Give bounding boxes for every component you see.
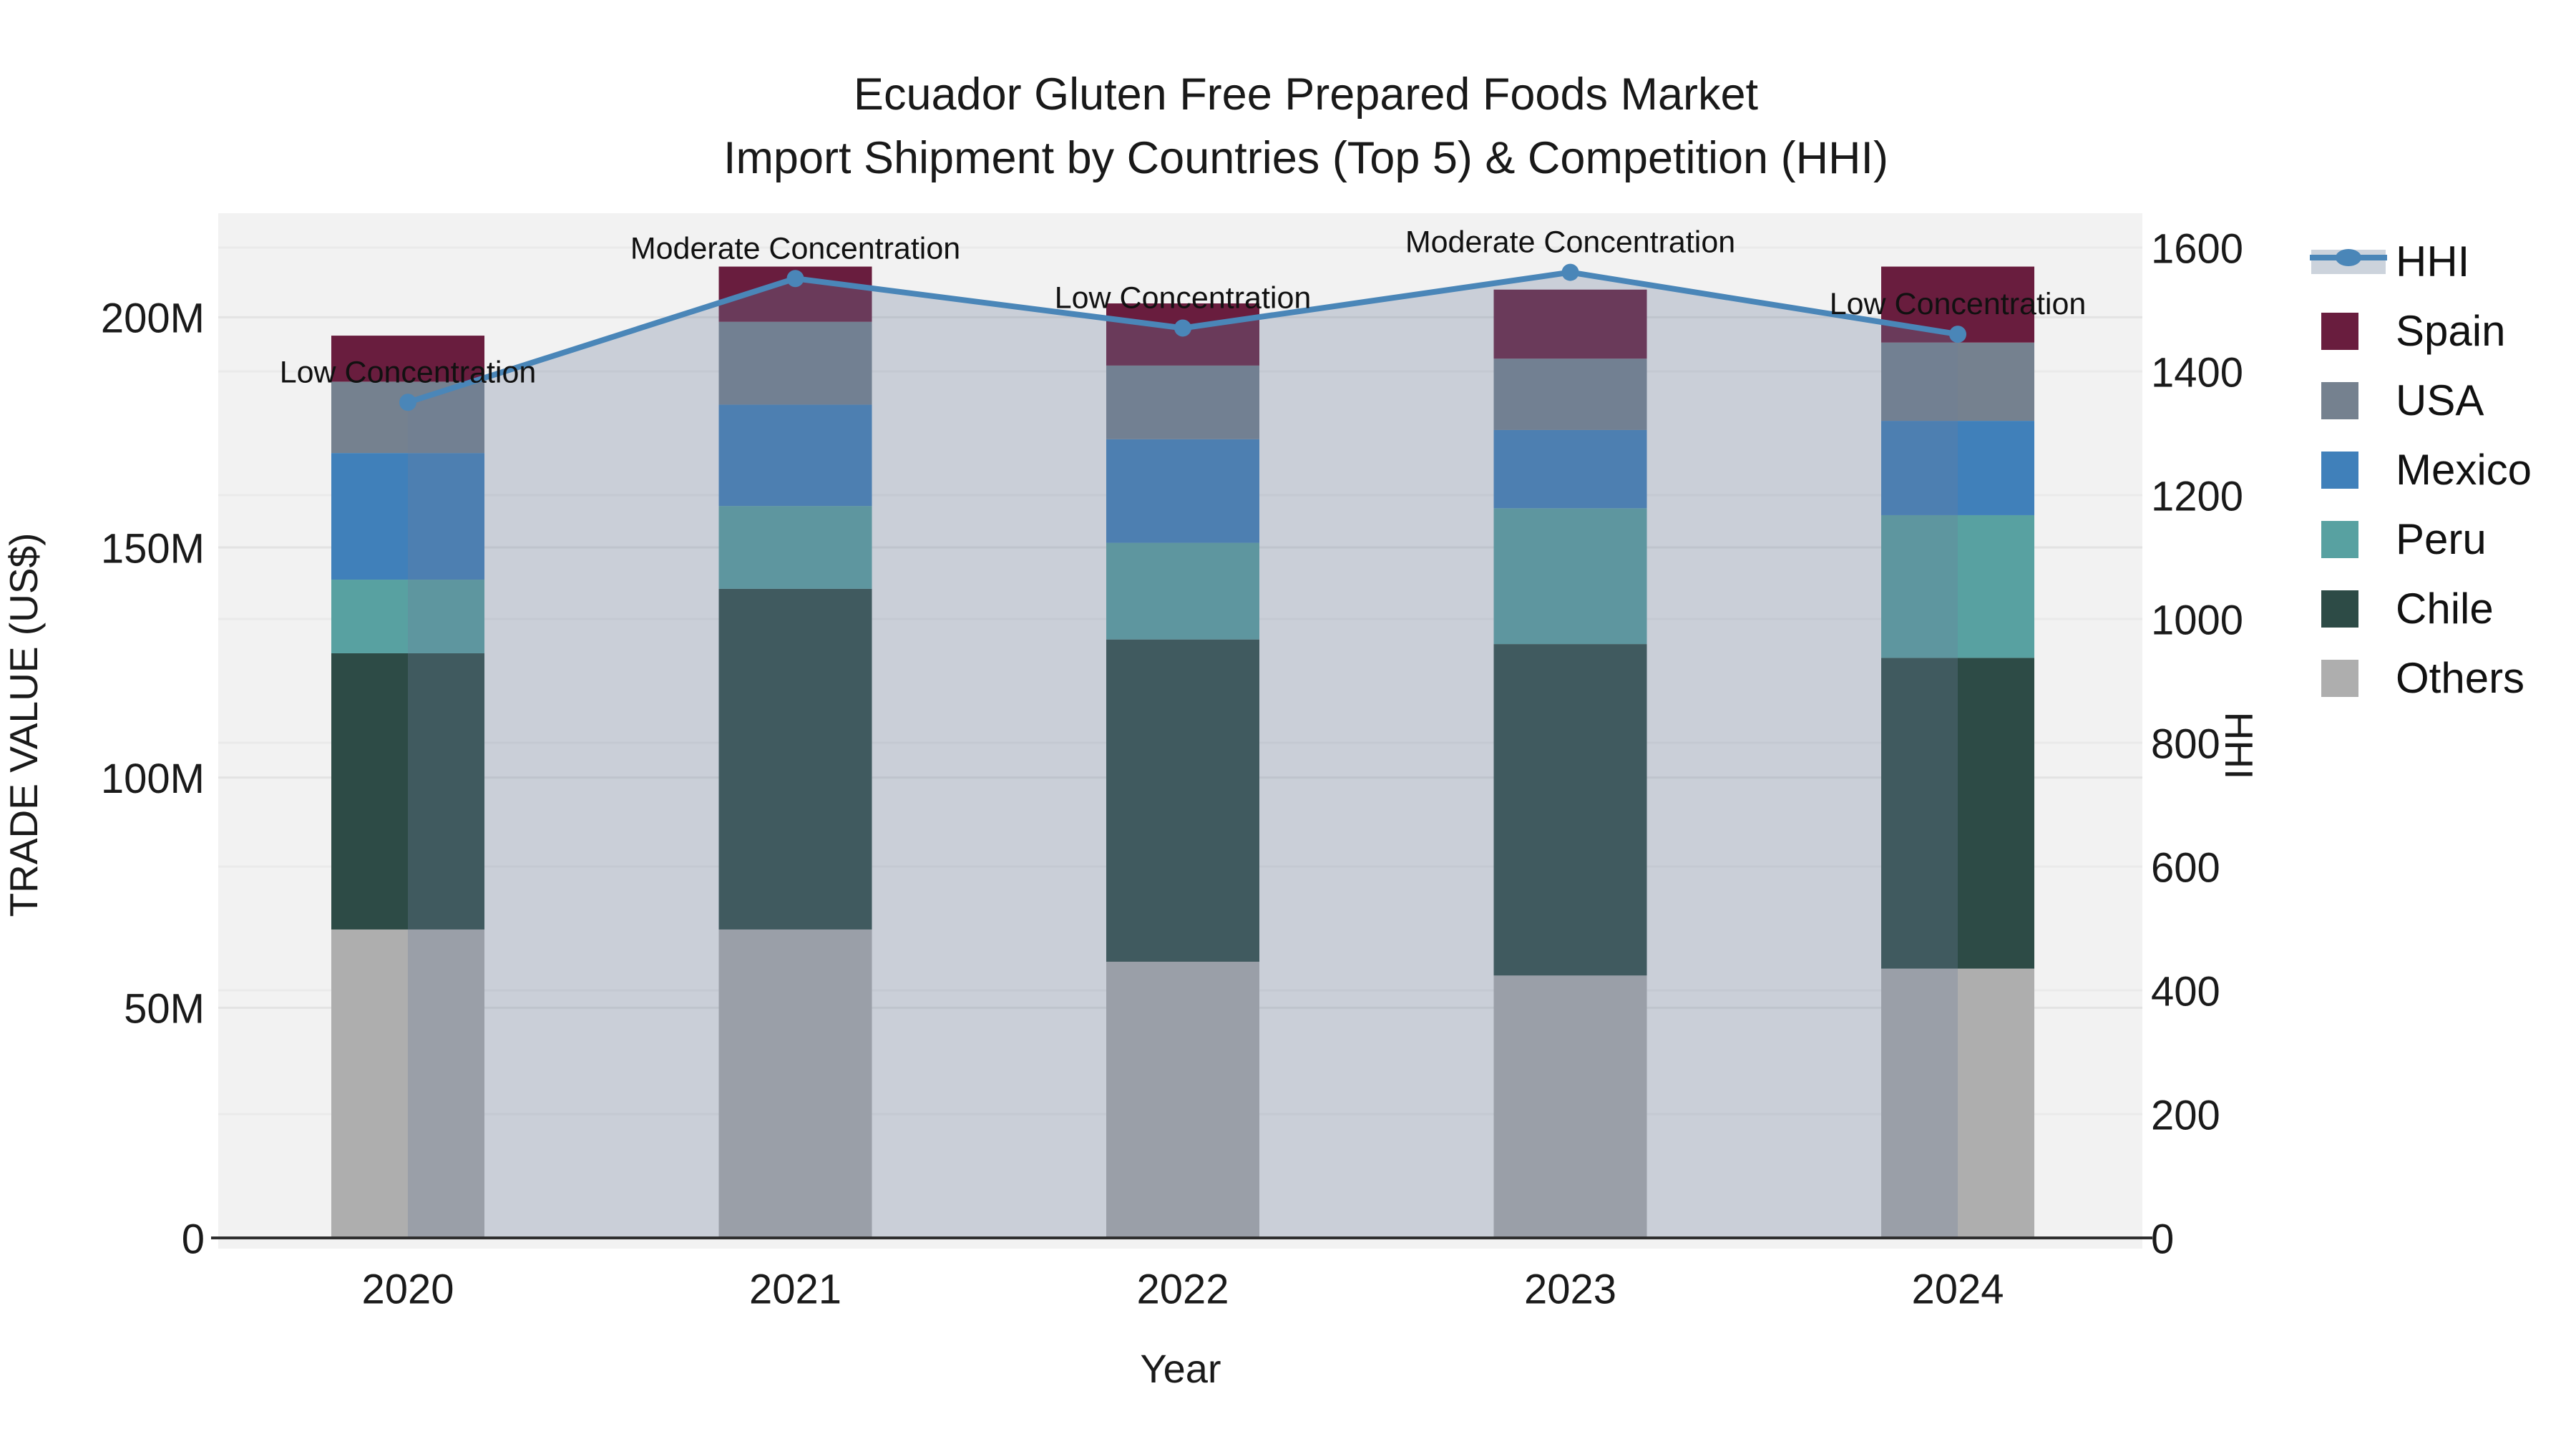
y-right-tick-label: 200 xyxy=(2151,1092,2220,1138)
legend-swatch-peru xyxy=(2321,521,2358,558)
chart-title-line2: Import Shipment by Countries (Top 5) & C… xyxy=(723,133,1889,184)
legend-hhi-marker xyxy=(2336,249,2361,266)
y-right-tick-label: 600 xyxy=(2151,844,2220,891)
y-right-tick-label: 400 xyxy=(2151,968,2220,1015)
bar-segment-chile-2021[interactable] xyxy=(718,588,872,930)
y-right-tick-label: 800 xyxy=(2151,721,2220,767)
annotation-2020: Low Concentration xyxy=(280,355,537,389)
annotation-2022: Low Concentration xyxy=(1055,280,1312,315)
bar-segment-chile-2023[interactable] xyxy=(1493,644,1647,976)
bar-segment-peru-2024[interactable] xyxy=(1881,514,2034,658)
legend-label-hhi[interactable]: HHI xyxy=(2396,238,2469,286)
bar-segment-usa-2022[interactable] xyxy=(1106,365,1259,439)
x-tick-label-2022: 2022 xyxy=(1136,1266,1229,1312)
bar-segment-chile-2022[interactable] xyxy=(1106,639,1259,962)
bar-segment-mexico-2021[interactable] xyxy=(718,404,872,507)
legend-label-spain[interactable]: Spain xyxy=(2396,307,2505,355)
hhi-marker-2023[interactable] xyxy=(1561,263,1579,281)
y-right-tick-label: 1200 xyxy=(2151,473,2243,519)
legend-label-usa[interactable]: USA xyxy=(2396,376,2484,424)
y-right-tick-label: 0 xyxy=(2151,1216,2174,1262)
y-left-tick-label: 0 xyxy=(182,1216,205,1262)
x-tick-label-2021: 2021 xyxy=(749,1266,841,1312)
x-tick-label-2020: 2020 xyxy=(361,1266,454,1312)
y-left-axis-title: TRADE VALUE (US$) xyxy=(1,533,46,917)
hhi-area-fill xyxy=(408,272,1958,1239)
legend-label-mexico[interactable]: Mexico xyxy=(2396,446,2532,494)
annotation-2023: Moderate Concentration xyxy=(1405,225,1735,260)
legend-swatch-chile xyxy=(2321,590,2358,628)
x-tick-label-2024: 2024 xyxy=(1911,1266,2004,1312)
bar-segment-others-2020[interactable] xyxy=(331,929,484,1238)
bar-segment-others-2024[interactable] xyxy=(1881,968,2034,1238)
bar-segment-mexico-2020[interactable] xyxy=(331,453,484,580)
chart-title-line1: Ecuador Gluten Free Prepared Foods Marke… xyxy=(853,69,1759,119)
y-left-tick-label: 150M xyxy=(101,525,205,572)
hhi-marker-2021[interactable] xyxy=(786,270,804,288)
hhi-marker-2022[interactable] xyxy=(1174,319,1191,337)
bar-segment-peru-2022[interactable] xyxy=(1106,542,1259,640)
bar-segment-chile-2024[interactable] xyxy=(1881,658,2034,969)
y-right-tick-label: 1400 xyxy=(2151,349,2243,396)
bar-segment-spain-2023[interactable] xyxy=(1493,289,1647,359)
bar-segment-peru-2023[interactable] xyxy=(1493,508,1647,645)
legend-swatch-mexico xyxy=(2321,452,2358,489)
annotation-2024: Low Concentration xyxy=(1830,287,2087,321)
bar-segment-others-2023[interactable] xyxy=(1493,975,1647,1238)
legend-swatch-others xyxy=(2321,660,2358,697)
bar-segment-mexico-2024[interactable] xyxy=(1881,421,2034,515)
hhi-marker-2020[interactable] xyxy=(399,394,416,411)
bar-segment-usa-2023[interactable] xyxy=(1493,358,1647,430)
bar-segment-peru-2021[interactable] xyxy=(718,506,872,589)
bar-segment-spain-2020[interactable] xyxy=(331,336,484,382)
y-left-tick-label: 200M xyxy=(101,296,205,342)
y-left-tick-label: 100M xyxy=(101,756,205,802)
annotation-2021: Moderate Concentration xyxy=(630,231,960,265)
bar-segment-others-2022[interactable] xyxy=(1106,961,1259,1238)
chart-title: Ecuador Gluten Free Prepared Foods Marke… xyxy=(723,63,1888,191)
bar-segment-usa-2021[interactable] xyxy=(718,321,872,405)
bar-segment-mexico-2022[interactable] xyxy=(1106,439,1259,543)
y-right-axis-title: HHI xyxy=(2217,712,2261,780)
y-right-tick-label: 1600 xyxy=(2151,225,2243,272)
legend-label-others[interactable]: Others xyxy=(2396,654,2524,702)
legend-swatch-spain xyxy=(2321,313,2358,350)
x-tick-label-2023: 2023 xyxy=(1524,1266,1616,1312)
legend-label-peru[interactable]: Peru xyxy=(2396,515,2487,563)
bar-segment-chile-2020[interactable] xyxy=(331,653,484,930)
bar-segment-usa-2020[interactable] xyxy=(331,381,484,454)
bar-segment-usa-2024[interactable] xyxy=(1881,342,2034,421)
legend-swatch-usa xyxy=(2321,382,2358,419)
bar-segment-mexico-2023[interactable] xyxy=(1493,429,1647,509)
y-left-tick-label: 50M xyxy=(124,986,205,1033)
legend-label-chile[interactable]: Chile xyxy=(2396,585,2494,633)
hhi-marker-2024[interactable] xyxy=(1949,326,1966,343)
x-axis-title: Year xyxy=(1140,1346,1221,1391)
bar-segment-peru-2020[interactable] xyxy=(331,580,484,653)
y-right-tick-label: 1000 xyxy=(2151,597,2243,643)
bar-segment-others-2021[interactable] xyxy=(718,929,872,1238)
